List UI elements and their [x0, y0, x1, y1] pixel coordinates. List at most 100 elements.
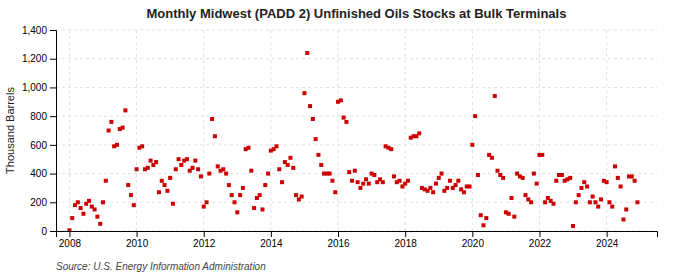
point [221, 167, 225, 171]
point [596, 205, 600, 209]
point [330, 179, 334, 183]
point [560, 173, 564, 177]
point [431, 190, 435, 194]
tick: 200 [30, 197, 56, 208]
tick-label: 0 [41, 226, 47, 237]
tick-label: 1,400 [22, 25, 47, 36]
point [165, 189, 169, 193]
point [277, 167, 281, 171]
point [616, 176, 620, 180]
tick: 2008 [59, 231, 82, 249]
point [316, 153, 320, 157]
point [230, 193, 234, 197]
grid-line [539, 30, 540, 231]
tick: 400 [30, 168, 56, 179]
point [543, 200, 547, 204]
point [344, 120, 348, 124]
point [288, 156, 292, 160]
point [294, 193, 298, 197]
point [339, 98, 343, 102]
point [493, 94, 497, 98]
tick: 2022 [529, 231, 552, 249]
source-note: Source: U.S. Energy Information Administ… [56, 261, 266, 272]
point [551, 202, 555, 206]
point [398, 179, 402, 183]
point [121, 126, 125, 130]
point [81, 212, 85, 216]
marks [67, 51, 639, 231]
point [591, 195, 595, 199]
grid-line [136, 30, 137, 231]
point [79, 206, 83, 210]
point [199, 174, 203, 178]
point [95, 215, 99, 219]
tick-mark [50, 174, 56, 175]
point [532, 172, 536, 176]
point [98, 222, 102, 226]
point [437, 176, 441, 180]
point [476, 173, 480, 177]
axis-line [50, 31, 57, 232]
point [361, 182, 365, 186]
tick: 0 [41, 226, 56, 237]
point [406, 179, 410, 183]
point [115, 143, 119, 147]
point [512, 215, 516, 219]
point [496, 169, 500, 173]
point [417, 131, 421, 135]
point [235, 210, 239, 214]
point [510, 196, 514, 200]
point [104, 179, 108, 183]
point [249, 169, 253, 173]
point [263, 183, 267, 187]
point [252, 206, 256, 210]
y-axis-title: Thousand Barrels [4, 87, 16, 174]
grid-line [472, 30, 473, 231]
point [224, 172, 228, 176]
point [308, 104, 312, 108]
grid-line [56, 144, 657, 145]
chart: 2008201020122014201620182020202220240200… [0, 0, 675, 275]
point [227, 183, 231, 187]
grid-line [270, 30, 271, 231]
point [241, 186, 245, 190]
tick-mark [472, 231, 473, 237]
point [149, 159, 153, 163]
point [258, 193, 262, 197]
point [529, 200, 533, 204]
tick: 2016 [327, 231, 350, 249]
grid-line [56, 202, 657, 203]
point [140, 144, 144, 148]
point [160, 179, 164, 183]
point [109, 120, 113, 124]
point [582, 180, 586, 184]
point [470, 143, 474, 147]
point [179, 163, 183, 167]
tick-label: 1,000 [22, 82, 47, 93]
point [381, 180, 385, 184]
tick-label: 200 [30, 197, 47, 208]
point [535, 182, 539, 186]
tick: 600 [30, 140, 56, 151]
point [328, 172, 332, 176]
point [554, 179, 558, 183]
grid [56, 30, 657, 231]
point [468, 184, 472, 188]
point [448, 179, 452, 183]
tick: 2020 [462, 231, 485, 249]
point [126, 183, 130, 187]
point [132, 203, 136, 207]
point [454, 183, 458, 187]
point [291, 166, 295, 170]
point [233, 200, 237, 204]
point [300, 195, 304, 199]
point [87, 199, 91, 203]
tick-label: 2020 [462, 238, 485, 249]
point [473, 114, 477, 118]
tick-mark [50, 116, 56, 117]
grid-line [606, 30, 607, 231]
tick-label: 2016 [327, 238, 350, 249]
point [484, 216, 488, 220]
point [76, 200, 80, 204]
point [607, 200, 611, 204]
